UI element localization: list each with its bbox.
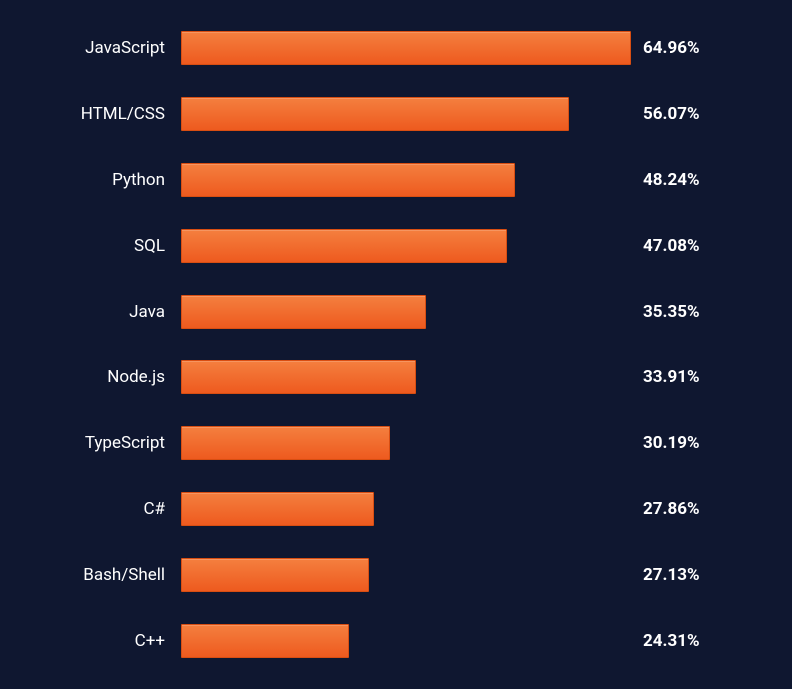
bar-row: HTML/CSS 56.07%	[20, 94, 762, 134]
bar-row: Python 48.24%	[20, 160, 762, 200]
bar-label: Bash/Shell	[20, 565, 181, 585]
bar-label: Python	[20, 170, 181, 190]
bar-value: 24.31%	[643, 631, 700, 651]
bar-label: C#	[20, 499, 181, 519]
bar-row: JavaScript 64.96%	[20, 28, 762, 68]
bar-fill	[181, 558, 369, 592]
bar-fill	[181, 360, 416, 394]
bar-fill	[181, 31, 631, 65]
bar-fill	[181, 163, 515, 197]
bar-track	[181, 558, 631, 592]
bar-row: Bash/Shell 27.13%	[20, 555, 762, 595]
bar-value: 48.24%	[643, 170, 700, 190]
bar-row: Java 35.35%	[20, 292, 762, 332]
bar-track	[181, 295, 631, 329]
bar-value: 35.35%	[643, 302, 700, 322]
bar-value: 56.07%	[643, 104, 700, 124]
bar-value: 30.19%	[643, 433, 700, 453]
bar-label: SQL	[20, 236, 181, 256]
bar-track	[181, 492, 631, 526]
language-usage-chart: JavaScript 64.96% HTML/CSS 56.07% Python…	[0, 0, 792, 689]
bar-fill	[181, 295, 426, 329]
bar-label: C++	[20, 631, 181, 651]
bar-value: 27.13%	[643, 565, 700, 585]
bar-value: 33.91%	[643, 367, 700, 387]
bar-row: Node.js 33.91%	[20, 357, 762, 397]
bar-row: C# 27.86%	[20, 489, 762, 529]
bar-row: C++ 24.31%	[20, 621, 762, 661]
bar-track	[181, 163, 631, 197]
bar-label: JavaScript	[20, 38, 181, 58]
bar-track	[181, 624, 631, 658]
bar-track	[181, 360, 631, 394]
bar-label: HTML/CSS	[20, 104, 181, 124]
bar-fill	[181, 624, 349, 658]
bar-fill	[181, 229, 507, 263]
bar-fill	[181, 426, 390, 460]
bar-fill	[181, 97, 569, 131]
bar-value: 47.08%	[643, 236, 700, 256]
bar-track	[181, 229, 631, 263]
bar-value: 27.86%	[643, 499, 700, 519]
bar-row: SQL 47.08%	[20, 226, 762, 266]
bar-label: Node.js	[20, 367, 181, 387]
bar-label: TypeScript	[20, 433, 181, 453]
bar-track	[181, 31, 631, 65]
bar-row: TypeScript 30.19%	[20, 423, 762, 463]
bar-value: 64.96%	[643, 38, 700, 58]
bar-track	[181, 426, 631, 460]
bar-fill	[181, 492, 374, 526]
bar-track	[181, 97, 631, 131]
bar-label: Java	[20, 302, 181, 322]
